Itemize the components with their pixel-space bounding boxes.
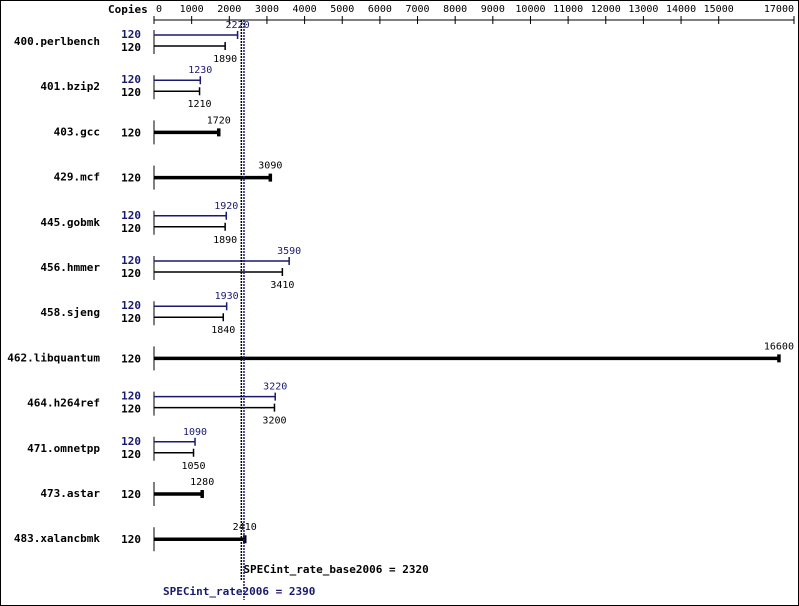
copies-label: 120 bbox=[121, 488, 141, 501]
bar bbox=[154, 313, 225, 322]
x-tick-label: 17000 bbox=[764, 4, 794, 15]
copies-label: 120 bbox=[121, 41, 141, 54]
x-tick-label: 14000 bbox=[666, 4, 696, 15]
copies-label: 120 bbox=[121, 403, 141, 416]
copies-label: 120 bbox=[121, 435, 141, 448]
reference-label: SPECint_rate_base2006 = 2320 bbox=[243, 563, 428, 576]
benchmark-label: 456.hmmer bbox=[40, 261, 100, 274]
x-tick-label: 13000 bbox=[628, 4, 658, 15]
benchmark-label: 429.mcf bbox=[54, 171, 100, 184]
bar bbox=[154, 42, 226, 50]
bar bbox=[154, 490, 204, 498]
x-tick-label: 12000 bbox=[591, 4, 621, 15]
benchmark-label: 401.bzip2 bbox=[40, 80, 100, 93]
copies-label: 120 bbox=[121, 267, 141, 280]
bar bbox=[154, 392, 276, 401]
benchmark-label: 400.perlbench bbox=[14, 35, 100, 48]
copies-label: 120 bbox=[121, 86, 141, 99]
x-tick-label: 15000 bbox=[704, 4, 734, 15]
value-label: 1050 bbox=[181, 461, 205, 472]
value-label: 3590 bbox=[277, 246, 301, 257]
bar bbox=[154, 173, 273, 182]
bar bbox=[154, 535, 247, 544]
bar bbox=[154, 302, 228, 311]
benchmark-label: 458.sjeng bbox=[40, 306, 100, 319]
copies-label: 120 bbox=[121, 222, 141, 235]
bar bbox=[154, 257, 290, 265]
bar bbox=[154, 76, 202, 85]
copies-header: Copies bbox=[108, 3, 148, 16]
copies-label: 120 bbox=[121, 209, 141, 222]
benchmark-label: 483.xalancbmk bbox=[14, 532, 100, 545]
value-label: 1230 bbox=[188, 65, 212, 76]
bar bbox=[154, 354, 781, 363]
benchmark-label: 464.h264ref bbox=[27, 397, 100, 410]
value-label: 3200 bbox=[262, 416, 286, 427]
x-tick-label: 8000 bbox=[443, 4, 467, 15]
x-tick-label: 7000 bbox=[405, 4, 429, 15]
copies-label: 120 bbox=[121, 352, 141, 365]
x-tick-label: 3000 bbox=[255, 4, 279, 15]
x-tick-label: 11000 bbox=[553, 4, 583, 15]
copies-label: 120 bbox=[121, 533, 141, 546]
bar bbox=[154, 403, 276, 412]
value-label: 3220 bbox=[263, 382, 287, 393]
value-label: 1920 bbox=[214, 201, 238, 212]
value-label: 1930 bbox=[215, 291, 239, 302]
copies-label: 120 bbox=[121, 126, 141, 139]
benchmark-label: 473.astar bbox=[40, 487, 100, 500]
x-tick-label: 6000 bbox=[368, 4, 392, 15]
value-label: 3090 bbox=[258, 161, 282, 172]
benchmark-label: 462.libquantum bbox=[7, 351, 100, 364]
bar bbox=[154, 87, 201, 96]
x-tick-label: 4000 bbox=[293, 4, 317, 15]
copies-label: 120 bbox=[121, 254, 141, 267]
benchmark-label: 403.gcc bbox=[54, 125, 100, 138]
bar bbox=[154, 448, 195, 457]
value-label: 1840 bbox=[211, 325, 235, 336]
bar bbox=[154, 211, 228, 220]
copies-label: 120 bbox=[121, 390, 141, 403]
x-tick-label: 10000 bbox=[515, 4, 545, 15]
value-label: 1720 bbox=[207, 115, 231, 126]
copies-label: 120 bbox=[121, 28, 141, 41]
benchmark-label: 445.gobmk bbox=[40, 216, 100, 229]
bar bbox=[154, 437, 196, 446]
bar bbox=[154, 31, 239, 39]
copies-label: 120 bbox=[121, 448, 141, 461]
copies-label: 120 bbox=[121, 312, 141, 325]
value-label: 2410 bbox=[233, 522, 257, 533]
bar bbox=[154, 222, 226, 231]
x-tick-label: 1000 bbox=[180, 4, 204, 15]
value-label: 3410 bbox=[270, 280, 294, 291]
x-tick-label: 0 bbox=[156, 4, 162, 15]
value-label: 1890 bbox=[213, 54, 237, 65]
benchmark-label: 471.omnetpp bbox=[27, 442, 100, 455]
value-label: 2220 bbox=[226, 20, 250, 31]
copies-label: 120 bbox=[121, 73, 141, 86]
bar bbox=[154, 268, 284, 276]
copies-label: 120 bbox=[121, 299, 141, 312]
reference-label: SPECint_rate2006 = 2390 bbox=[163, 585, 315, 598]
copies-label: 120 bbox=[121, 172, 141, 185]
bar bbox=[154, 128, 221, 137]
x-tick-label: 2000 bbox=[217, 4, 241, 15]
x-tick-label: 9000 bbox=[481, 4, 505, 15]
value-label: 1890 bbox=[213, 235, 237, 246]
x-tick-label: 5000 bbox=[330, 4, 354, 15]
value-label: 1280 bbox=[190, 477, 214, 488]
value-label: 1090 bbox=[183, 427, 207, 438]
value-label: 1210 bbox=[188, 99, 212, 110]
value-label: 16600 bbox=[764, 341, 794, 352]
